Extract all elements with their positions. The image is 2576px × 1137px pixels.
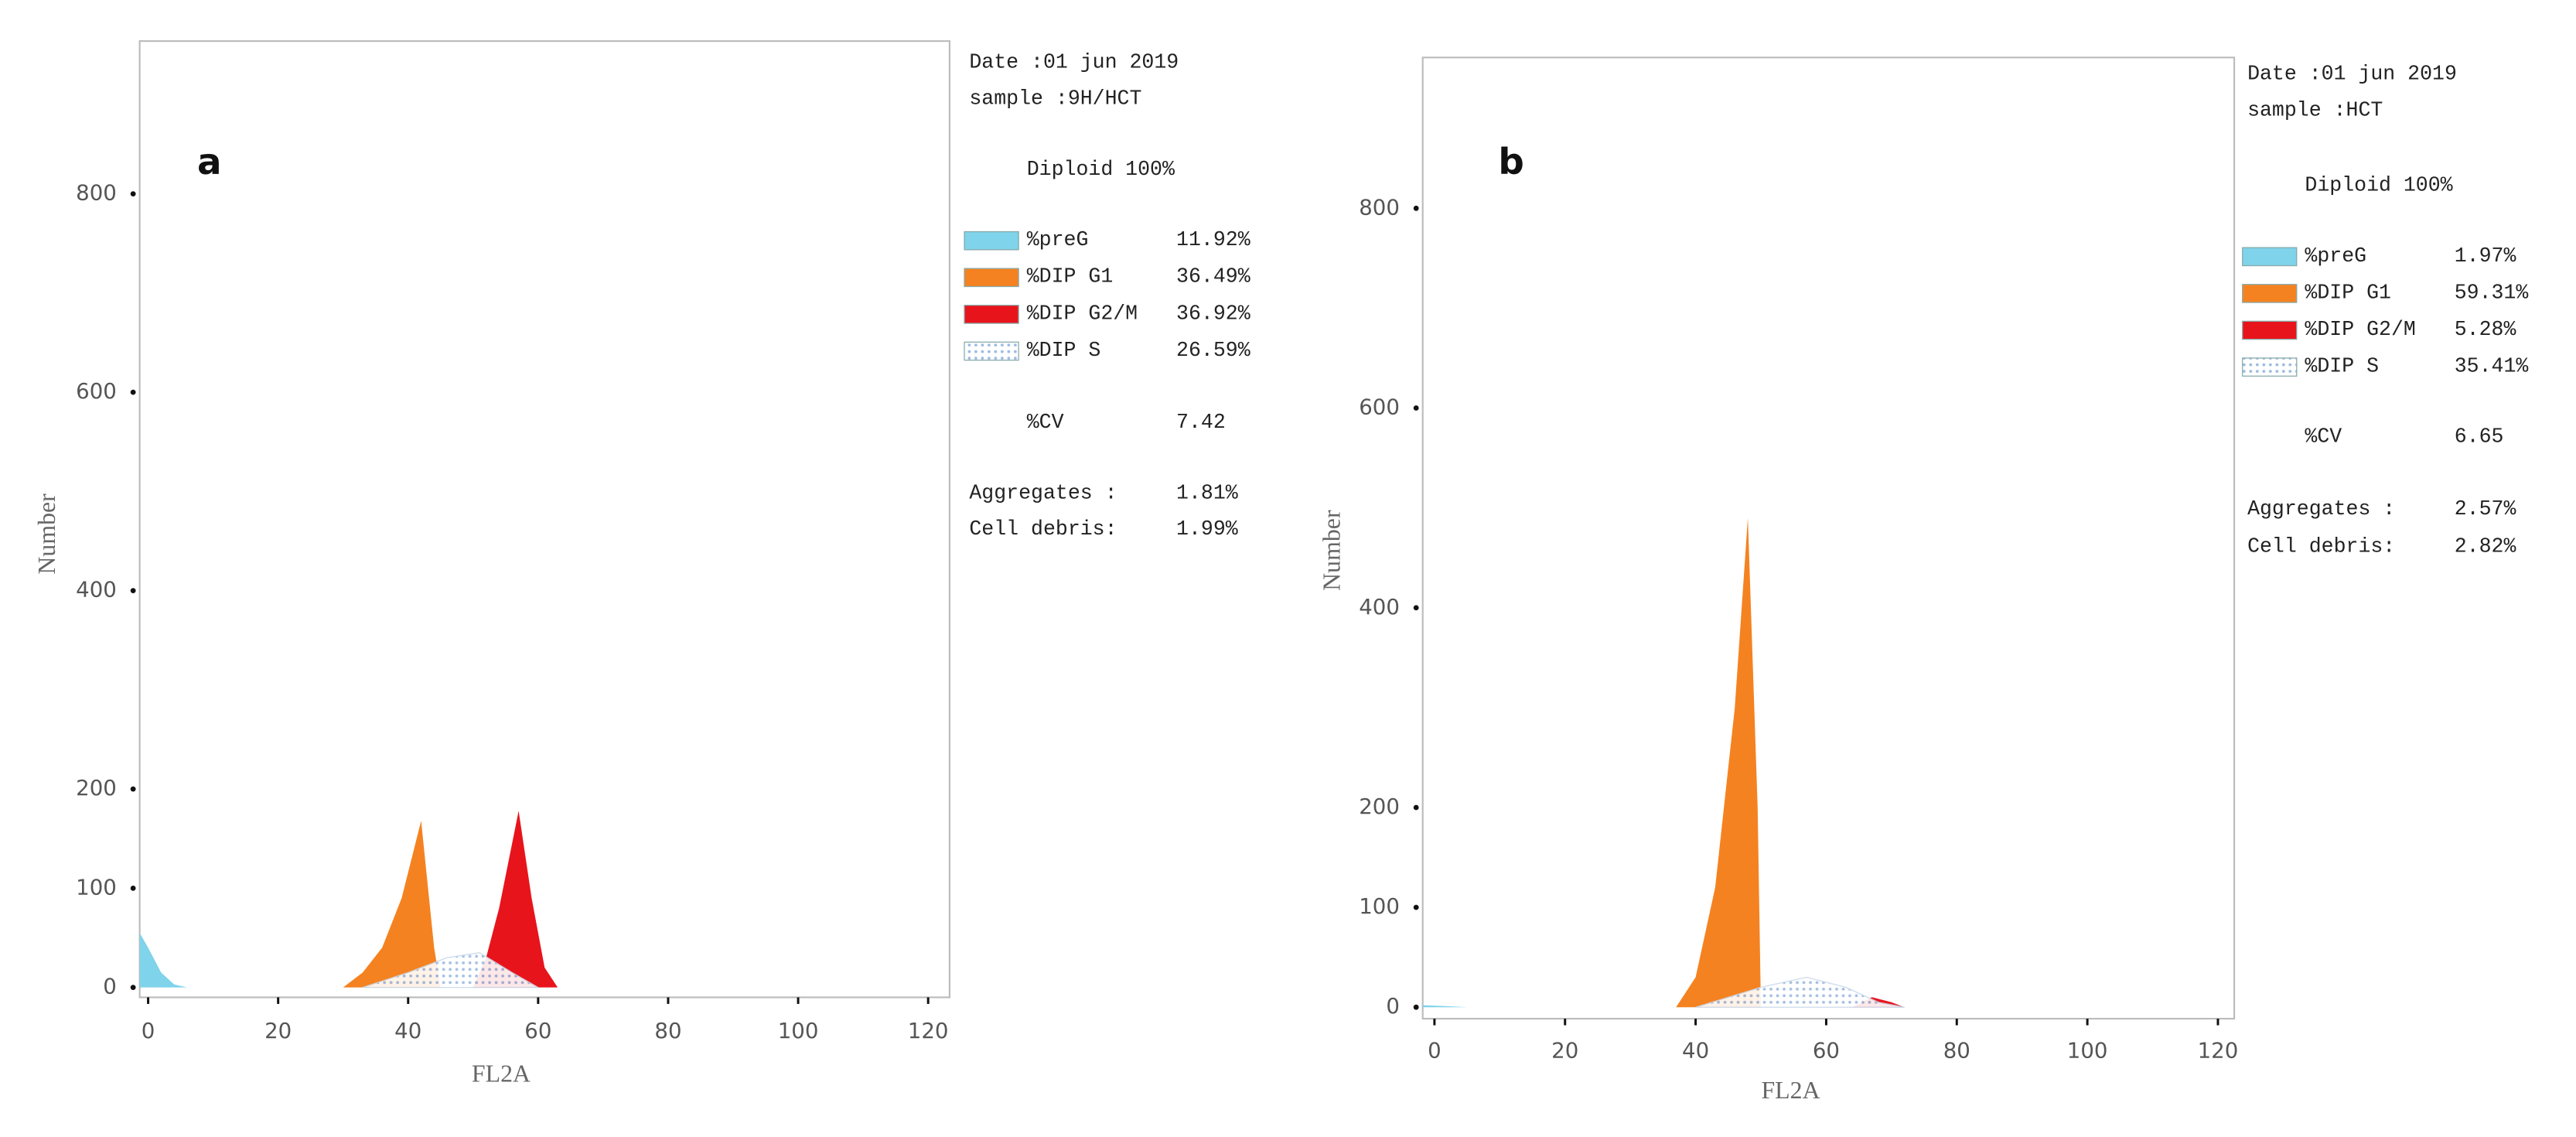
y-tick-label: 800: [1359, 194, 1400, 220]
x-tick-label: 60: [1813, 1038, 1840, 1064]
info-cv-name: %CV: [2305, 425, 2342, 449]
y-tick: [130, 389, 136, 395]
info-aggregates: 1.81%: [1176, 481, 1238, 504]
y-axis-label: Number: [33, 493, 60, 575]
info-date: Date :01 jun 2019: [969, 51, 1179, 74]
legend-swatch: [964, 341, 1019, 361]
info-cv-name: %CV: [1027, 411, 1064, 434]
info-sample: sample :HCT: [2247, 98, 2383, 121]
x-tick-label: 40: [1682, 1038, 1709, 1064]
y-tick: [1413, 405, 1419, 411]
legend-name: %DIP G1: [1027, 265, 1114, 289]
y-tick: [130, 588, 136, 594]
legend-name: %DIP G2/M: [1027, 302, 1138, 325]
plot-frame: [1421, 56, 2236, 1020]
y-axis-label: Number: [1318, 510, 1345, 591]
legend-share: 35.41%: [2455, 355, 2529, 378]
legend-name: %DIP G2/M: [2305, 318, 2415, 341]
info-diploid: Diploid 100%: [2305, 173, 2452, 196]
info-debris-name: Cell debris:: [2247, 535, 2395, 558]
info-debris-name: Cell debris:: [969, 517, 1117, 541]
x-tick-label: 100: [2067, 1038, 2108, 1064]
info-cv: 6.65: [2455, 425, 2504, 449]
x-tick-label: 60: [524, 1018, 551, 1043]
y-tick-label: 400: [76, 577, 117, 603]
x-axis-label: FL2A: [472, 1060, 531, 1087]
y-tick-label: 600: [76, 378, 117, 404]
legend-name: %DIP S: [2305, 355, 2379, 378]
info-aggregates-name: Aggregates :: [969, 481, 1117, 504]
peak-area: [139, 933, 187, 988]
legend-share: 36.49%: [1176, 265, 1250, 289]
y-tick-label: 800: [76, 180, 117, 206]
info-date: Date :01 jun 2019: [2247, 63, 2457, 86]
legend-share: 1.97%: [2455, 244, 2516, 268]
x-tick-label: 20: [264, 1018, 292, 1043]
info-cv: 7.42: [1176, 411, 1226, 434]
y-tick: [1413, 1004, 1419, 1010]
y-tick-label: 200: [76, 775, 117, 801]
y-tick: [130, 985, 136, 991]
y-tick: [1413, 904, 1419, 910]
x-tick-label: 100: [778, 1018, 819, 1043]
y-tick-label: 200: [1359, 794, 1400, 819]
legend-swatch: [2242, 357, 2298, 377]
legend-name: %DIP S: [1027, 339, 1101, 362]
legend-name: %preG: [2305, 244, 2366, 268]
x-tick-label: 20: [1551, 1038, 1578, 1064]
legend-name: %preG: [1027, 228, 1089, 251]
y-tick: [1413, 804, 1419, 811]
legend-swatch: [2242, 284, 2298, 303]
legend-name: %DIP G1: [2305, 281, 2391, 304]
x-tick-label: 40: [394, 1018, 421, 1043]
info-diploid: Diploid 100%: [1027, 158, 1175, 181]
info-aggregates-name: Aggregates :: [2247, 497, 2395, 521]
y-tick: [130, 191, 136, 197]
x-tick-label: 120: [908, 1018, 949, 1043]
y-tick: [130, 885, 136, 891]
info-debris: 2.82%: [2455, 535, 2516, 558]
x-tick-label: 120: [2198, 1038, 2239, 1064]
legend-swatch: [2242, 247, 2298, 267]
legend-share: 59.31%: [2455, 281, 2529, 304]
y-tick-label: 0: [103, 974, 117, 999]
info-aggregates: 2.57%: [2455, 497, 2516, 521]
legend-swatch: [964, 268, 1019, 288]
legend-share: 11.92%: [1176, 228, 1250, 251]
x-axis-label: FL2A: [1761, 1077, 1820, 1104]
legend-swatch: [964, 230, 1019, 251]
panel-label: a: [197, 142, 222, 183]
peak-area: [362, 952, 541, 988]
peak-area: [1422, 1005, 1468, 1008]
y-tick: [130, 786, 136, 792]
info-sample: sample :9H/HCT: [969, 87, 1141, 110]
legend-swatch: [964, 305, 1019, 324]
y-tick-label: 0: [1386, 993, 1400, 1019]
legend-swatch: [2242, 320, 2298, 340]
x-tick-label: 80: [654, 1018, 681, 1043]
x-tick-label: 0: [1428, 1038, 1442, 1064]
peak-area: [1676, 517, 1762, 1008]
x-tick-label: 0: [142, 1018, 155, 1043]
legend-share: 36.92%: [1176, 302, 1250, 325]
y-tick-label: 100: [1359, 893, 1400, 919]
legend-share: 26.59%: [1176, 339, 1250, 362]
y-tick-label: 100: [76, 874, 117, 900]
plot-frame: [138, 40, 950, 999]
info-debris: 1.99%: [1176, 517, 1238, 541]
panel-label: b: [1498, 142, 1523, 183]
legend-share: 5.28%: [2455, 318, 2516, 341]
peak-area: [343, 821, 441, 988]
peak-area: [1695, 976, 1905, 1008]
peak-area: [473, 811, 558, 988]
y-tick: [1413, 205, 1419, 211]
y-tick-label: 600: [1359, 394, 1400, 420]
y-tick-label: 400: [1359, 594, 1400, 620]
y-tick: [1413, 605, 1419, 611]
x-tick-label: 80: [1943, 1038, 1970, 1064]
